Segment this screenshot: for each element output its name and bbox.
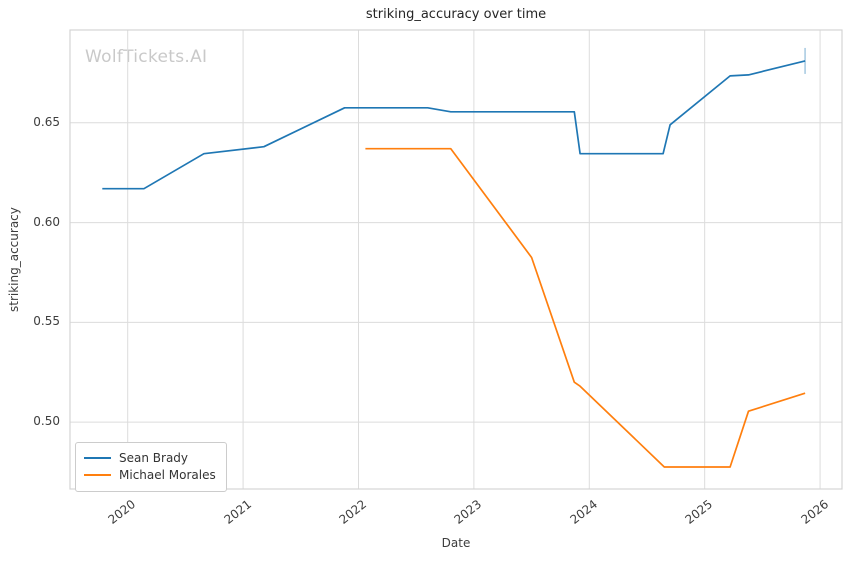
legend-item: Michael Morales xyxy=(84,468,216,482)
series-line-michael-morales xyxy=(365,147,806,468)
legend: Sean Brady Michael Morales xyxy=(75,442,227,492)
chart-title: striking_accuracy over time xyxy=(365,7,547,22)
legend-line-swatch xyxy=(84,474,111,476)
series-line-sean-brady xyxy=(102,60,806,190)
y-tick-label: 0.55 xyxy=(33,314,60,329)
legend-label: Michael Morales xyxy=(119,468,216,482)
legend-item: Sean Brady xyxy=(84,451,216,465)
watermark-text: WolfTickets.AI xyxy=(85,47,208,67)
legend-line-swatch xyxy=(84,457,111,459)
y-tick-label: 0.50 xyxy=(33,414,60,429)
legend-label: Sean Brady xyxy=(119,451,189,465)
x-axis-label: Date xyxy=(441,536,471,550)
y-tick-label: 0.65 xyxy=(33,114,60,129)
y-tick-label: 0.60 xyxy=(33,214,60,229)
plot-border xyxy=(69,29,843,490)
y-axis-label: striking_accuracy xyxy=(7,207,21,312)
